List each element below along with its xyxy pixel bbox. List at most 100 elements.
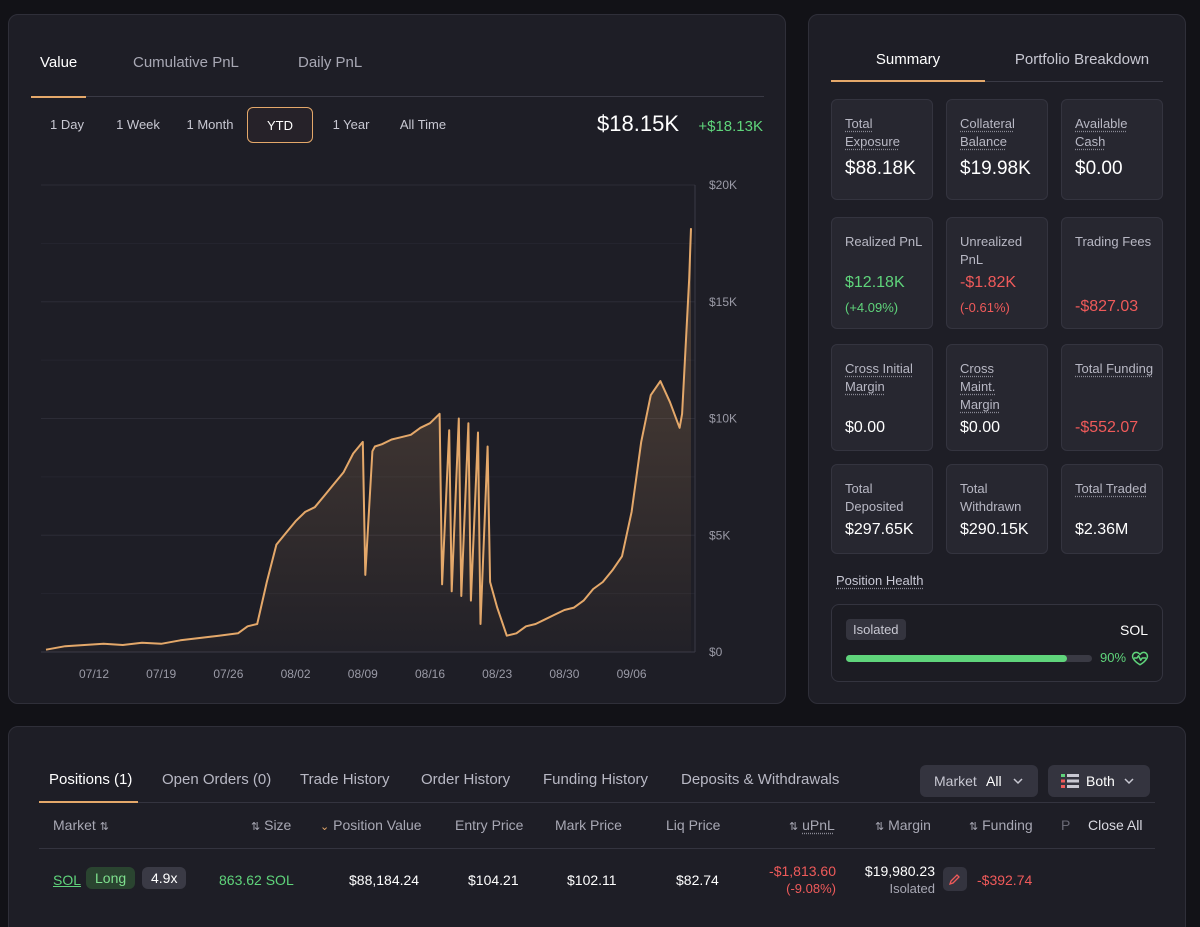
close-all-button[interactable]: Close All [1088, 817, 1143, 833]
column-label: Margin [888, 817, 931, 833]
tab-positions[interactable]: Positions (1) [49, 771, 133, 788]
summary-tab-underline [831, 80, 985, 82]
health-percent: 90% [1100, 650, 1127, 665]
card-label[interactable]: Available Cash [1075, 116, 1128, 149]
card-unrealized-pnl: Unrealized PnL -$1.82K (-0.61%) [946, 217, 1048, 329]
value-chart-panel: Value Cumulative PnL Daily PnL 1 Day 1 W… [8, 14, 786, 704]
column-size[interactable]: ⇅ Size [251, 817, 291, 833]
range-ytd-button[interactable]: YTD [247, 107, 313, 143]
tab-open-orders[interactable]: Open Orders (0) [162, 771, 272, 788]
health-bar-fill [846, 655, 1068, 662]
column-liq-price[interactable]: Liq Price [666, 817, 721, 833]
margin-value: $19,980.23 [864, 863, 935, 879]
card-value: $0.00 [1075, 158, 1123, 179]
tab-deposits-withdrawals[interactable]: Deposits & Withdrawals [681, 771, 840, 788]
health-bar [846, 655, 1092, 662]
card-cross-maint-margin: Cross Maint. Margin $0.00 [946, 344, 1048, 451]
upnl-value: -$1,813.60 [769, 863, 836, 879]
tab-portfolio-breakdown[interactable]: Portfolio Breakdown [1014, 51, 1150, 68]
position-value: $88,184.24 [349, 872, 420, 888]
card-value: $297.65K [845, 521, 914, 538]
market-filter-value: All [986, 773, 1002, 789]
card-value: $290.15K [960, 521, 1029, 538]
tab-cumulative-pnl[interactable]: Cumulative PnL [133, 51, 239, 97]
tab-value-label: Value [40, 54, 78, 71]
upnl-percent: (-9.08%) [786, 881, 836, 896]
column-label: Funding [982, 817, 1033, 833]
column-funding[interactable]: ⇅ Funding [969, 817, 1033, 833]
card-label[interactable]: Total Funding [1075, 361, 1154, 376]
card-label: Total Withdrawn [960, 481, 1022, 514]
positions-tab-underline [39, 801, 138, 803]
x-tick-label: 08/02 [281, 667, 311, 681]
card-total-withdrawn: Total Withdrawn $290.15K [946, 464, 1048, 554]
range-1-week-button[interactable]: 1 Week [116, 117, 160, 132]
column-position-value[interactable]: ⌄ Position Value [320, 817, 422, 833]
tab-order-history[interactable]: Order History [421, 771, 511, 788]
chart-tabs: Value Cumulative PnL Daily PnL [31, 51, 764, 98]
value-chart: $20K $15K $10K $5K $0 07/12 07/19 07/26 08/02 08/… [41, 178, 737, 681]
x-tick-label: 07/12 [79, 667, 109, 681]
card-label[interactable]: Total Exposure [845, 116, 900, 149]
tab-daily-pnl-label: Daily PnL [298, 54, 363, 71]
card-value: $19.98K [960, 158, 1031, 179]
range-1-day-button[interactable]: 1 Day [50, 117, 84, 132]
column-mark-price[interactable]: Mark Price [555, 817, 622, 833]
y-tick-label: $0 [709, 645, 723, 659]
list-filter-icon [1061, 774, 1079, 788]
card-label[interactable]: Cross Initial Margin [845, 361, 913, 394]
position-health-title[interactable]: Position Health [836, 573, 924, 588]
market-filter-dropdown[interactable]: Market All [920, 765, 1038, 797]
tab-funding-history[interactable]: Funding History [543, 771, 649, 788]
card-available-cash: Available Cash $0.00 [1061, 99, 1163, 200]
series-line [45, 228, 692, 651]
column-truncated: P [1061, 817, 1071, 833]
card-value: -$1.82K [960, 274, 1017, 291]
x-tick-label: 09/06 [617, 667, 647, 681]
card-collateral-balance: Collateral Balance $19.98K [946, 99, 1048, 200]
y-tick-label: $5K [709, 528, 730, 542]
sort-desc-icon: ⌄ [320, 821, 330, 833]
funding-value: -$392.74 [977, 872, 1033, 888]
side-filter-value: Both [1086, 773, 1115, 789]
range-1-month-button[interactable]: 1 Month [186, 117, 234, 132]
tab-daily-pnl[interactable]: Daily PnL [298, 51, 362, 97]
card-label[interactable]: Collateral Balance [960, 116, 1015, 149]
card-label[interactable]: Total Traded [1075, 481, 1147, 496]
card-label: Realized PnL [845, 234, 923, 249]
mark-price: $102.11 [567, 872, 617, 888]
column-label: Size [264, 817, 292, 833]
positions-panel: Positions (1) Open Orders (0) Trade Hist… [8, 726, 1186, 927]
card-value: -$827.03 [1075, 298, 1139, 315]
card-sub: (-0.61%) [960, 300, 1010, 315]
card-label[interactable]: Cross Maint. Margin [960, 361, 1000, 412]
column-entry-price[interactable]: Entry Price [455, 817, 524, 833]
tab-cumulative-pnl-label: Cumulative PnL [133, 54, 239, 71]
y-tick-label: $20K [709, 178, 737, 192]
card-sub: (+4.09%) [845, 300, 899, 315]
health-market: SOL [1119, 622, 1148, 638]
tab-trade-history[interactable]: Trade History [300, 771, 390, 788]
column-margin[interactable]: ⇅ Margin [875, 817, 931, 833]
position-market-link[interactable]: SOL [53, 872, 82, 888]
tab-value[interactable]: Value [31, 51, 87, 98]
position-health-box: Isolated SOL 90% [831, 604, 1163, 682]
entry-price: $104.21 [468, 872, 519, 888]
card-value: $12.18K [845, 274, 905, 291]
column-upnl[interactable]: ⇅ uPnL [789, 817, 835, 833]
side-filter-dropdown[interactable]: Both [1048, 765, 1150, 797]
tab-summary[interactable]: Summary [875, 51, 941, 68]
card-value: -$552.07 [1075, 419, 1139, 436]
sort-icon: ⇅ [969, 821, 979, 833]
liq-price: $82.74 [676, 872, 719, 888]
card-label: Trading Fees [1075, 234, 1152, 249]
range-all-time-button[interactable]: All Time [399, 117, 447, 132]
heart-pulse-icon [1131, 651, 1149, 666]
summary-panel: Summary Portfolio Breakdown Total Exposu… [808, 14, 1186, 704]
range-1-year-button[interactable]: 1 Year [332, 117, 370, 132]
edit-margin-button[interactable] [943, 867, 967, 891]
column-market[interactable]: Market ⇅ [53, 817, 109, 833]
sort-icon: ⇅ [99, 821, 109, 833]
portfolio-value: $18.15K [597, 111, 679, 136]
x-tick-label: 07/26 [213, 667, 243, 681]
